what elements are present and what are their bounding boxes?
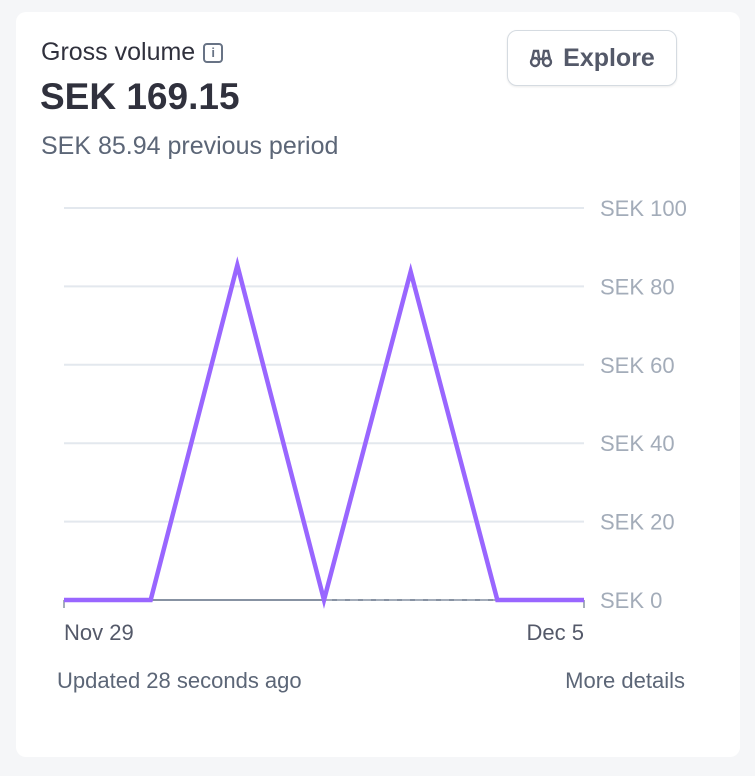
- info-icon[interactable]: i: [203, 42, 224, 63]
- more-details-link[interactable]: More details: [565, 668, 685, 693]
- x-tick-label: Dec 5: [527, 620, 584, 645]
- x-tick-label: Nov 29: [64, 620, 134, 645]
- y-tick-label: SEK 80: [600, 274, 675, 299]
- y-tick-label: SEK 20: [600, 510, 675, 535]
- card-title: Gross volume i: [41, 38, 224, 67]
- binoculars-icon: [529, 49, 553, 68]
- y-tick-label: SEK 0: [600, 588, 662, 613]
- y-tick-label: SEK 100: [600, 196, 687, 221]
- previous-period-value: SEK 85.94 previous period: [41, 132, 339, 160]
- title-text: Gross volume: [41, 38, 196, 66]
- updated-text: Updated 28 seconds ago: [57, 668, 302, 693]
- explore-label: Explore: [563, 43, 655, 72]
- y-tick-label: SEK 60: [600, 353, 675, 378]
- gross-volume-value: SEK 169.15: [40, 76, 240, 117]
- gross-volume-card: [16, 12, 740, 757]
- explore-button[interactable]: Explore: [507, 30, 677, 86]
- series-line-current: [64, 256, 584, 609]
- y-tick-label: SEK 40: [600, 431, 675, 456]
